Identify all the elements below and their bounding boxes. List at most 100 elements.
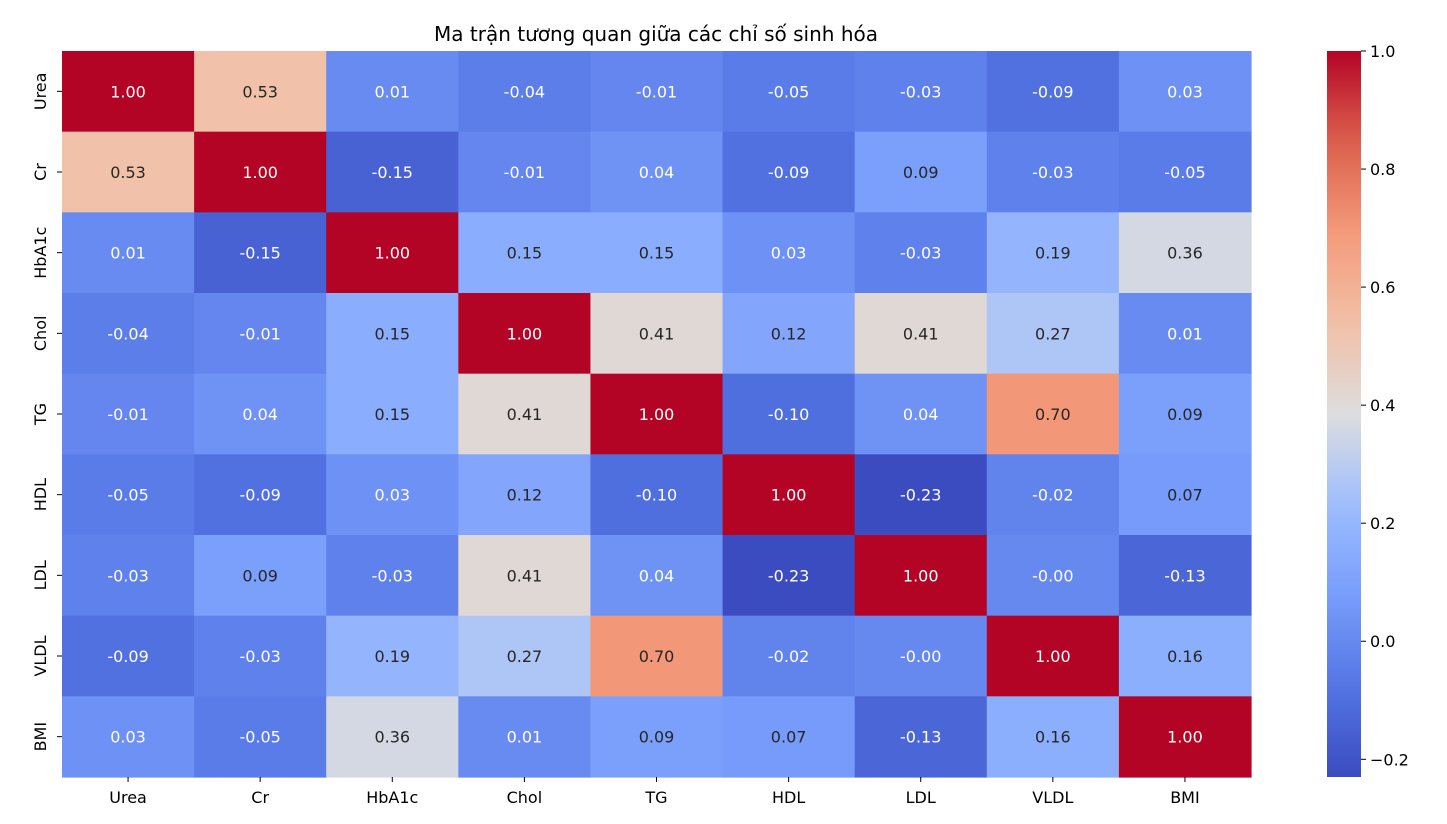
heatmap-cell (194, 212, 327, 294)
cell-value-label: 1.00 (903, 566, 939, 585)
heatmap-cell (854, 454, 988, 536)
heatmap-cell (326, 212, 459, 294)
heatmap-cell (194, 51, 327, 133)
cell-value-label: -0.09 (1032, 82, 1073, 101)
cell-value-label: 0.09 (1167, 405, 1203, 424)
cell-value-label: -0.02 (768, 647, 809, 666)
cell-value-label: 1.00 (1167, 728, 1203, 747)
cell-value-label: -0.01 (504, 163, 545, 182)
x-tick-label: LDL (906, 788, 936, 807)
x-tick-label: VLDL (1032, 788, 1073, 807)
heatmap-cell (458, 373, 592, 455)
cell-value-label: -0.09 (239, 486, 280, 505)
cell-value-label: 0.27 (507, 647, 543, 666)
heatmap-cell (722, 212, 856, 294)
y-tick-label: HDL (31, 478, 50, 511)
y-axis-ticks: Urea Cr HbA1c Chol TG HDL LDL VLDL BMI (31, 73, 62, 752)
cell-value-label: 0.19 (374, 647, 410, 666)
cell-value-label: 1.00 (771, 486, 807, 505)
cell-value-label: 0.15 (639, 244, 675, 263)
x-axis-ticks: Urea Cr HbA1c Chol TG HDL LDL VLDL BMI (109, 777, 1200, 807)
cell-value-label: 0.07 (771, 728, 807, 747)
cell-value-label: 0.03 (771, 244, 807, 263)
heatmap-cell (326, 293, 459, 375)
y-tick-label: TG (31, 403, 50, 426)
heatmap-cell (722, 696, 856, 778)
heatmap-cell (986, 51, 1120, 133)
heatmap-cell (1118, 535, 1252, 617)
colorbar-tick-label: 1.0 (1370, 42, 1395, 61)
x-tick-label: Urea (109, 788, 147, 807)
cell-value-label: 0.16 (1035, 728, 1071, 747)
x-tick-label: BMI (1170, 788, 1200, 807)
heatmap-cell (1118, 293, 1252, 375)
cell-value-label: 0.19 (1035, 244, 1071, 263)
y-tick-label: HbA1c (31, 227, 50, 279)
heatmap-cell (854, 615, 988, 697)
cell-value-label: 0.41 (507, 405, 543, 424)
heatmap-cell (62, 454, 195, 536)
cell-value-label: 0.03 (374, 486, 410, 505)
y-tick-label: BMI (31, 722, 50, 752)
heatmap-cell (590, 454, 724, 536)
y-tick-label: VLDL (31, 635, 50, 676)
x-tick-label: Chol (507, 788, 543, 807)
cell-value-label: -0.13 (1164, 566, 1205, 585)
cell-value-label: 0.53 (110, 163, 146, 182)
heatmap-cell (986, 454, 1120, 536)
heatmap-cell (1118, 131, 1252, 213)
heatmap-cell (326, 373, 459, 455)
heatmap-cell (854, 131, 988, 213)
heatmap-cell (62, 131, 195, 213)
cell-value-label: -0.03 (1032, 163, 1073, 182)
colorbar-tick-label: 0.2 (1370, 514, 1395, 533)
heatmap-cell (326, 696, 459, 778)
cell-value-label: 0.15 (374, 324, 410, 343)
heatmap-cell (1118, 696, 1252, 778)
heatmap-cell (722, 615, 856, 697)
colorbar-tick-label: 0.6 (1370, 278, 1395, 297)
heatmap-cell (1118, 615, 1252, 697)
cell-value-label: -0.02 (1032, 486, 1073, 505)
cell-value-label: 0.04 (639, 566, 675, 585)
cell-value-label: -0.00 (1032, 566, 1073, 585)
cell-value-label: 0.04 (242, 405, 278, 424)
cell-value-label: -0.05 (107, 486, 148, 505)
heatmap-cell (326, 615, 459, 697)
heatmap-cell (986, 373, 1120, 455)
heatmap-cell (854, 51, 988, 133)
heatmap-cell (194, 131, 327, 213)
heatmap-cell (986, 615, 1120, 697)
cell-value-label: -0.04 (504, 82, 545, 101)
cell-value-label: 0.01 (374, 82, 410, 101)
heatmap-cell (326, 454, 459, 536)
cell-value-label: 1.00 (242, 163, 278, 182)
cell-value-label: 0.27 (1035, 324, 1071, 343)
colorbar-tick-label: 0.8 (1370, 160, 1395, 179)
cell-value-label: 0.07 (1167, 486, 1203, 505)
cell-value-label: 0.03 (110, 728, 146, 747)
heatmap-cell (458, 51, 592, 133)
heatmap-cell (458, 131, 592, 213)
heatmap-cell (590, 131, 724, 213)
cell-value-label: 0.09 (903, 163, 939, 182)
y-tick-label: LDL (31, 560, 50, 590)
cell-value-label: -0.23 (900, 486, 941, 505)
heatmap-cell (62, 535, 195, 617)
heatmap-cell (1118, 212, 1252, 294)
cell-value-label: -0.03 (900, 82, 941, 101)
heatmap-cell (590, 535, 724, 617)
heatmap-cell (590, 615, 724, 697)
cell-value-label: 0.09 (242, 566, 278, 585)
cell-value-label: -0.13 (900, 728, 941, 747)
heatmap-cell (458, 212, 592, 294)
heatmap-cell (722, 454, 856, 536)
heatmap-cell (590, 212, 724, 294)
cell-value-label: 0.01 (507, 728, 543, 747)
cell-value-label: -0.04 (107, 324, 148, 343)
heatmap-cell (326, 535, 459, 617)
cell-value-label: 0.36 (374, 728, 410, 747)
heatmap-cell (722, 373, 856, 455)
colorbar-tick-label: −0.2 (1370, 750, 1409, 769)
cell-value-label: 0.15 (507, 244, 543, 263)
